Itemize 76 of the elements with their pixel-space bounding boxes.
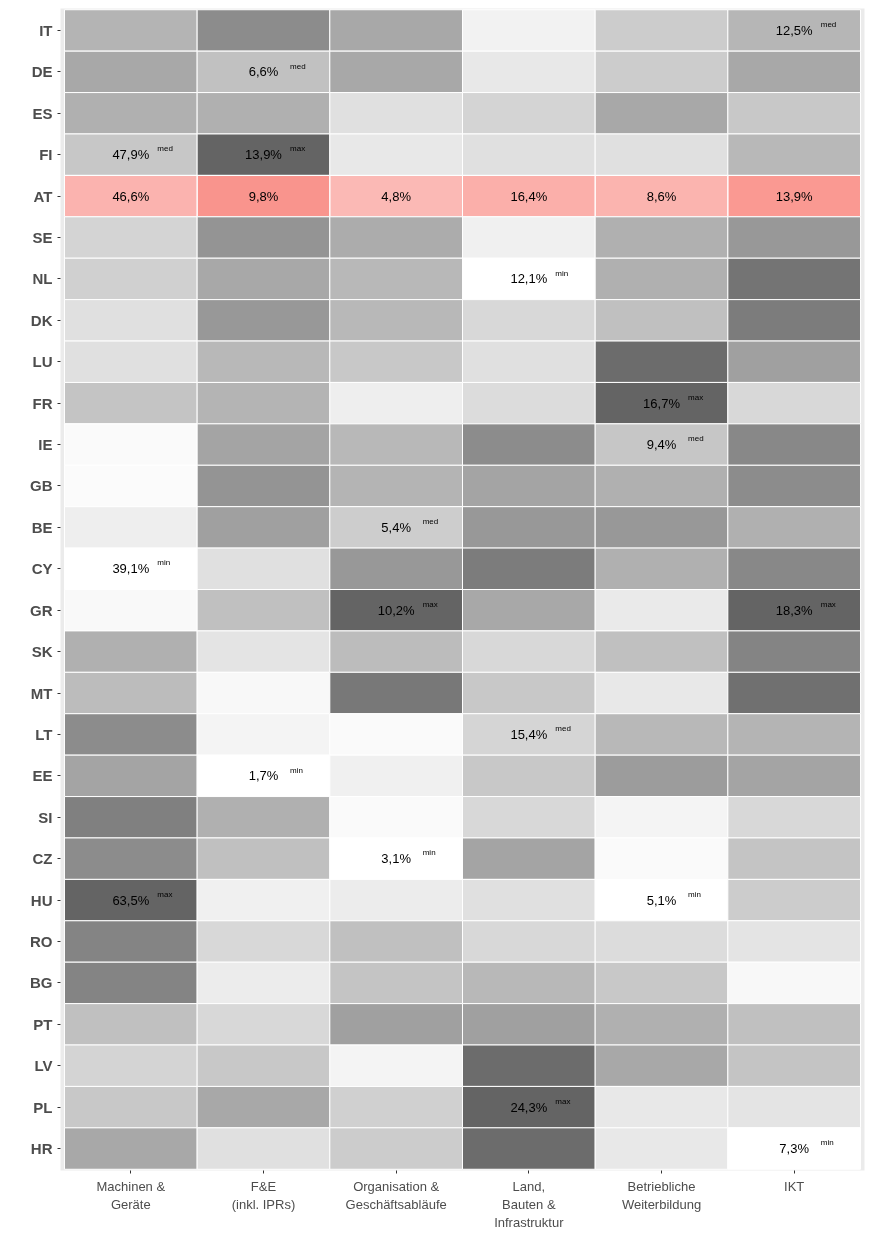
x-tick-label: Machinen & Geräte <box>96 1178 166 1212</box>
y-tick-label: CY <box>31 560 53 578</box>
data-label: 46,6% <box>112 188 150 204</box>
y-tick-label: BE <box>31 518 53 536</box>
data-label: 9,4% <box>646 437 677 453</box>
x-tick-label: Organisation & Geschäftsabläufe <box>345 1178 447 1212</box>
annotation: med <box>157 144 173 154</box>
y-tick-label: IE <box>38 436 53 454</box>
annotation: min <box>157 558 171 568</box>
y-tick-label: AT <box>33 187 53 205</box>
y-tick-label: LV <box>34 1057 53 1075</box>
data-label: 5,4% <box>381 519 412 535</box>
y-tick-label: ES <box>32 104 53 122</box>
y-tick-label: FR <box>32 394 53 412</box>
data-label: 63,5% <box>112 892 150 908</box>
data-label: 4,8% <box>381 188 412 204</box>
data-label: 3,1% <box>381 851 412 867</box>
x-tick-label: F&E (inkl. IPRs) <box>231 1178 296 1212</box>
annotation: min <box>290 765 303 775</box>
annotation: med <box>422 517 439 527</box>
annotation: med <box>290 61 306 71</box>
y-tick-label: BG <box>30 974 53 992</box>
annotation: max <box>820 599 836 609</box>
data-label: 16,7% <box>643 395 681 411</box>
y-tick-label: SE <box>32 229 53 246</box>
y-tick-label: HR <box>30 1140 53 1158</box>
y-tick-label: RO <box>30 933 53 950</box>
y-tick-label: GB <box>30 477 53 495</box>
annotation: med <box>688 434 704 444</box>
y-tick-label: PT <box>33 1015 53 1033</box>
data-label: 24,3% <box>510 1099 548 1115</box>
y-tick-label: NL <box>32 270 53 288</box>
annotation: max <box>290 144 306 154</box>
y-tick-label: GR <box>30 601 53 619</box>
y-tick-label: MT <box>30 684 53 702</box>
data-label: 12,5% <box>775 22 814 38</box>
y-tick-label: SI <box>38 808 53 826</box>
data-label: 1,7% <box>248 768 279 784</box>
y-tick-label: HU <box>30 891 53 909</box>
annotation: min <box>555 268 569 278</box>
data-label: 18,3% <box>775 602 814 618</box>
x-tick-label: Land, Bauten & Infrastruktur <box>494 1178 565 1230</box>
data-label: 8,6% <box>646 188 677 204</box>
annotation: max <box>157 889 173 899</box>
data-label: 47,9% <box>112 147 150 163</box>
annotation: min <box>820 1138 834 1148</box>
y-tick-label: SK <box>31 643 53 661</box>
y-tick-label: LU <box>32 353 53 371</box>
annotation: med <box>820 20 837 30</box>
data-label: 5,1% <box>646 892 677 908</box>
data-label: 15,4% <box>510 726 548 742</box>
data-label: 13,9% <box>775 188 814 204</box>
annotation: med <box>555 724 571 734</box>
x-tick-label: IKT <box>784 1178 805 1194</box>
data-label: 9,8% <box>248 188 279 204</box>
y-tick-label: DE <box>31 63 53 81</box>
y-tick-label: PL <box>33 1098 53 1116</box>
y-tick-label: EE <box>32 767 53 785</box>
annotation: max <box>555 1096 571 1106</box>
annotation: min <box>422 848 436 858</box>
y-tick-label: CZ <box>32 850 53 868</box>
data-label: 16,4% <box>510 188 548 204</box>
annotation: max <box>422 599 438 609</box>
annotation: min <box>688 889 701 899</box>
data-label: 10,2% <box>377 602 416 618</box>
y-tick-label: DK <box>30 311 53 329</box>
x-tick-label: Betriebliche Weiterbildung <box>621 1178 702 1212</box>
annotation: max <box>688 392 704 402</box>
y-tick-label: IT <box>39 21 53 39</box>
y-tick-label: FI <box>39 146 53 164</box>
data-label: 39,1% <box>112 561 150 577</box>
data-label: 6,6% <box>248 64 279 80</box>
data-label: 7,3% <box>779 1141 810 1157</box>
data-label: 12,1% <box>510 271 548 287</box>
data-label: 13,9% <box>245 147 283 163</box>
y-tick-label: LT <box>35 725 53 743</box>
